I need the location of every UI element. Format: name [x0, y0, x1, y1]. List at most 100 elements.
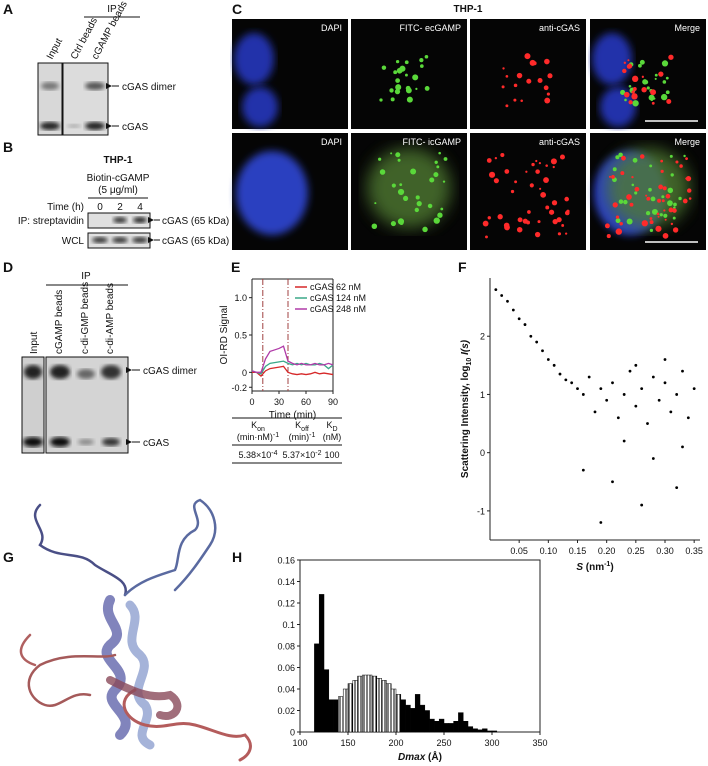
speckle: [615, 228, 623, 235]
speckle: [551, 200, 558, 206]
speckle: [623, 61, 627, 64]
row-label: WCL: [62, 236, 85, 247]
lane-label: Input: [45, 36, 65, 61]
speckle: [535, 159, 538, 163]
speckle: [650, 89, 657, 96]
speckle: [622, 68, 627, 74]
point: [581, 393, 585, 396]
panel-label: A: [3, 1, 13, 17]
speckle: [638, 63, 642, 68]
band: [85, 122, 105, 130]
speckle: [399, 183, 403, 187]
chain: [27, 653, 117, 708]
speckle: [505, 104, 509, 108]
panel-label: H: [232, 549, 242, 565]
speckle: [395, 78, 400, 83]
speckle: [424, 86, 430, 91]
speckle: [634, 191, 638, 195]
speckle: [429, 177, 435, 183]
speckle: [634, 186, 640, 192]
speckle: [534, 231, 541, 238]
speckle: [668, 207, 674, 213]
legend-label: cGAS 62 nM: [310, 282, 361, 292]
kinetics-table: Kon (min·nM)-1 Koff (min)-1 KD (nM) 5.38…: [232, 417, 342, 464]
speckle: [631, 75, 639, 83]
y-tick-label: 0.16: [277, 556, 295, 566]
ip-label: IP: [107, 4, 117, 15]
point: [599, 387, 603, 391]
speckle: [543, 177, 549, 183]
speckle: [628, 84, 632, 88]
speckle: [661, 199, 665, 203]
x-axis-label: Time (min): [269, 410, 316, 421]
histogram-bar: [472, 728, 478, 733]
row-label: IP: streptavidin: [18, 216, 84, 227]
speckle: [648, 94, 655, 101]
channel-label: FITC- ecGAMP: [399, 23, 461, 33]
nucleus: [600, 87, 636, 127]
point: [593, 410, 597, 414]
channel-label: DAPI: [321, 137, 342, 147]
speckle: [487, 216, 491, 220]
domain: [106, 676, 182, 720]
speckle: [548, 209, 555, 215]
point: [506, 299, 509, 303]
speckle: [500, 152, 505, 158]
band: [112, 237, 128, 243]
speckle: [623, 91, 630, 98]
band: [113, 217, 127, 223]
point: [686, 416, 690, 420]
point: [663, 381, 667, 385]
band: [23, 437, 43, 447]
speckle: [525, 170, 528, 173]
superscript: -1: [604, 561, 610, 568]
speckle: [623, 199, 628, 205]
channel-label: Merge: [674, 137, 700, 147]
unit: (min): [289, 432, 310, 442]
histogram-bar: [314, 643, 320, 733]
histogram-bar: [400, 699, 406, 733]
histogram-bar: [491, 730, 498, 733]
chart: 0 0.02 0.04 0.06 0.08 0.1 0.12 0.14 0.16 100 150 20…: [277, 556, 547, 764]
channel-label: DAPI: [321, 23, 342, 33]
speckle: [513, 98, 517, 102]
speckle: [440, 207, 444, 211]
band: [24, 365, 42, 379]
label-part: Scattering Intensity, log: [460, 365, 471, 478]
speckle: [654, 77, 657, 80]
histogram-bar: [477, 729, 483, 733]
label-part: (Å): [425, 750, 442, 763]
speckle: [393, 70, 398, 75]
x-tick-label: 100: [292, 738, 307, 748]
speckle: [390, 152, 393, 155]
superscript: -1: [309, 432, 315, 439]
x-tick-label: 0.35: [685, 546, 703, 556]
histogram-bar: [419, 704, 426, 733]
y-tick-label: 0.04: [277, 685, 295, 695]
lane-label: c-di-AMP beads: [105, 283, 116, 354]
lane-label: Input: [29, 332, 40, 354]
speckle: [612, 202, 618, 208]
point: [494, 288, 498, 292]
y-axis-label: Scattering Intensity, log10 I(s): [460, 339, 473, 478]
point: [634, 363, 638, 367]
point: [587, 375, 591, 379]
channel-label: anti-cGAS: [539, 137, 580, 147]
point: [599, 521, 603, 524]
speckle: [437, 212, 443, 218]
speckle: [665, 76, 669, 80]
histogram-bar: [482, 728, 488, 733]
micrograph: FITC- ecGAMP: [351, 19, 467, 129]
histogram-bar: [323, 669, 330, 733]
speckle: [427, 203, 433, 209]
micrograph: Merge: [590, 133, 706, 250]
speckle: [626, 194, 632, 200]
point: [681, 445, 684, 449]
x-tick-label: 30: [274, 397, 284, 407]
nucleus: [234, 33, 274, 85]
point: [529, 334, 533, 338]
speckle: [661, 60, 669, 67]
channel-label: FITC- icGAMP: [403, 137, 462, 147]
y-axis-label: OI-RD Signal: [219, 306, 230, 365]
